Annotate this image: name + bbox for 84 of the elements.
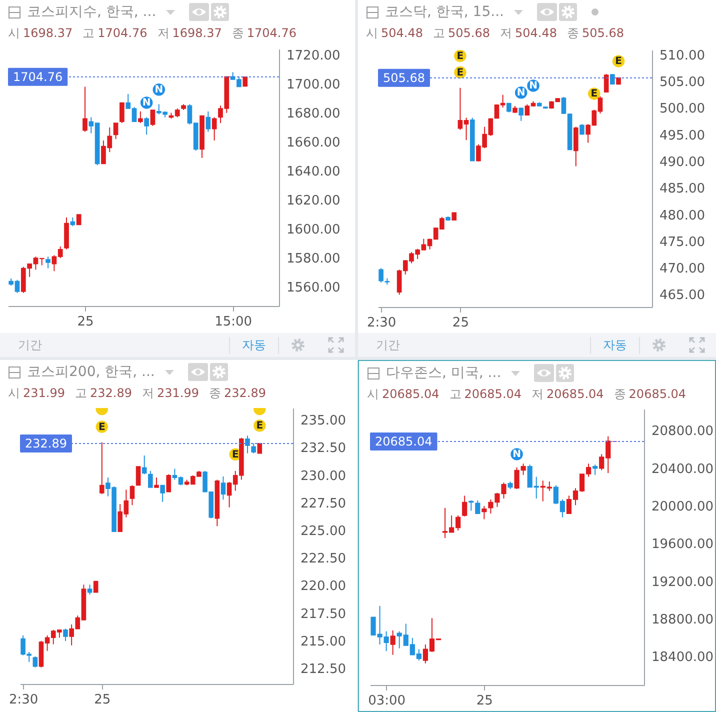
y-tick-label: 495.00 — [660, 128, 705, 144]
y-tick-label: 475.00 — [660, 234, 705, 250]
text: 기간 — [18, 336, 42, 354]
x-tick-label: 25 — [476, 694, 493, 708]
y-tick-label: 1560.00 — [286, 280, 340, 296]
data-label: E — [456, 50, 464, 62]
y-tick-label: 18800.00 — [652, 612, 714, 628]
text: 기간 — [376, 336, 400, 354]
data-label: E — [456, 67, 464, 78]
chart-title: 코스피지수, 한국, ... — [27, 3, 156, 21]
x-tick-label: 03:00 — [368, 694, 406, 708]
x-tick-label: 25 — [77, 314, 94, 330]
y-tick-label: 465.00 — [660, 288, 705, 304]
y-tick-label: 1640.00 — [286, 164, 340, 180]
y-tick-label: 235.00 — [300, 414, 346, 429]
y-tick-label: 510.00 — [660, 48, 705, 64]
y-tick-label: 1700.00 — [286, 77, 340, 92]
y-tick-label: 227.50 — [300, 496, 346, 512]
text: 자동 — [229, 336, 279, 354]
y-tick-label: 215.00 — [300, 634, 346, 650]
y-tick-label: 19600.00 — [652, 537, 714, 552]
x-tick-label: 2:30 — [8, 692, 38, 708]
y-tick-label: 480.00 — [660, 208, 705, 224]
text: 고 505.68 — [433, 26, 490, 40]
text: 고 20685.04 — [449, 386, 522, 400]
text: 자동 — [590, 336, 640, 354]
y-tick-label: 20400.00 — [652, 462, 714, 477]
data-label: E — [615, 56, 622, 68]
text: 종 1704.76 — [232, 26, 296, 40]
ref-line-label: 20685.04 — [375, 434, 432, 448]
y-tick-label: 505.00 — [660, 74, 705, 90]
text: 종 232.89 — [209, 386, 266, 400]
y-tick-label: 232.50 — [300, 441, 346, 456]
y-tick-label: 222.50 — [300, 552, 346, 567]
y-tick-label: 20800.00 — [652, 424, 714, 440]
y-tick-label: 230.00 — [300, 468, 346, 484]
data-label: E — [232, 449, 239, 460]
text: 종 20685.04 — [614, 386, 686, 400]
text: 종 505.68 — [567, 26, 624, 40]
text: 고 1704.76 — [82, 26, 148, 40]
chart-title: 코스닥, 한국, 15... — [385, 3, 504, 21]
y-tick-label: 217.50 — [300, 606, 346, 622]
data-label: E — [256, 420, 264, 432]
y-tick-label: 490.00 — [660, 154, 705, 170]
text: 저 1698.37 — [157, 26, 222, 40]
y-tick-label: 1660.00 — [286, 135, 340, 150]
y-tick-label: 1720.00 — [286, 48, 340, 64]
y-tick-label: 220.00 — [300, 579, 346, 594]
y-tick-label: 1580.00 — [286, 252, 340, 267]
x-tick-label: 2:30 — [366, 316, 396, 330]
text: 시 1698.37 — [8, 26, 73, 40]
x-tick-label: 25 — [94, 692, 111, 708]
data-label: N — [516, 88, 526, 99]
y-tick-label: 1680.00 — [286, 106, 340, 122]
y-tick-label: 20000.00 — [652, 500, 714, 515]
text: 저 20685.04 — [532, 386, 604, 400]
y-tick-label: 225.00 — [300, 524, 346, 540]
chart-title: 코스피200, 한국, ... — [27, 363, 155, 381]
text: 저 504.48 — [500, 26, 557, 40]
data-label: N — [529, 80, 538, 92]
text: 시 504.48 — [366, 26, 423, 40]
text: 시 20685.04 — [367, 386, 440, 400]
y-tick-label: 18400.00 — [652, 650, 714, 666]
data-label: E — [98, 422, 106, 433]
ref-line-label: 505.68 — [383, 70, 425, 85]
chart-title: 다우존스, 미국, ... — [386, 364, 502, 382]
text: 고 232.89 — [75, 386, 132, 400]
x-tick-label: 25 — [452, 316, 469, 330]
y-tick-label: 1600.00 — [286, 222, 340, 238]
y-tick-label: 212.50 — [300, 662, 346, 678]
data-label: E — [590, 88, 598, 100]
data-label: N — [512, 449, 521, 460]
y-tick-label: 485.00 — [660, 182, 705, 197]
ref-line-label: 1704.76 — [13, 70, 63, 84]
text: 시 231.99 — [8, 386, 65, 400]
y-tick-label: 1620.00 — [286, 194, 340, 209]
ref-line-label: 232.89 — [25, 436, 67, 450]
y-tick-label: 500.00 — [660, 102, 705, 117]
y-tick-label: 470.00 — [660, 262, 705, 277]
data-label: N — [142, 98, 151, 109]
x-tick-label: 15:00 — [214, 314, 252, 330]
data-label: N — [154, 84, 164, 96]
text: 저 231.99 — [142, 386, 199, 400]
y-tick-label: 19200.00 — [652, 574, 714, 590]
